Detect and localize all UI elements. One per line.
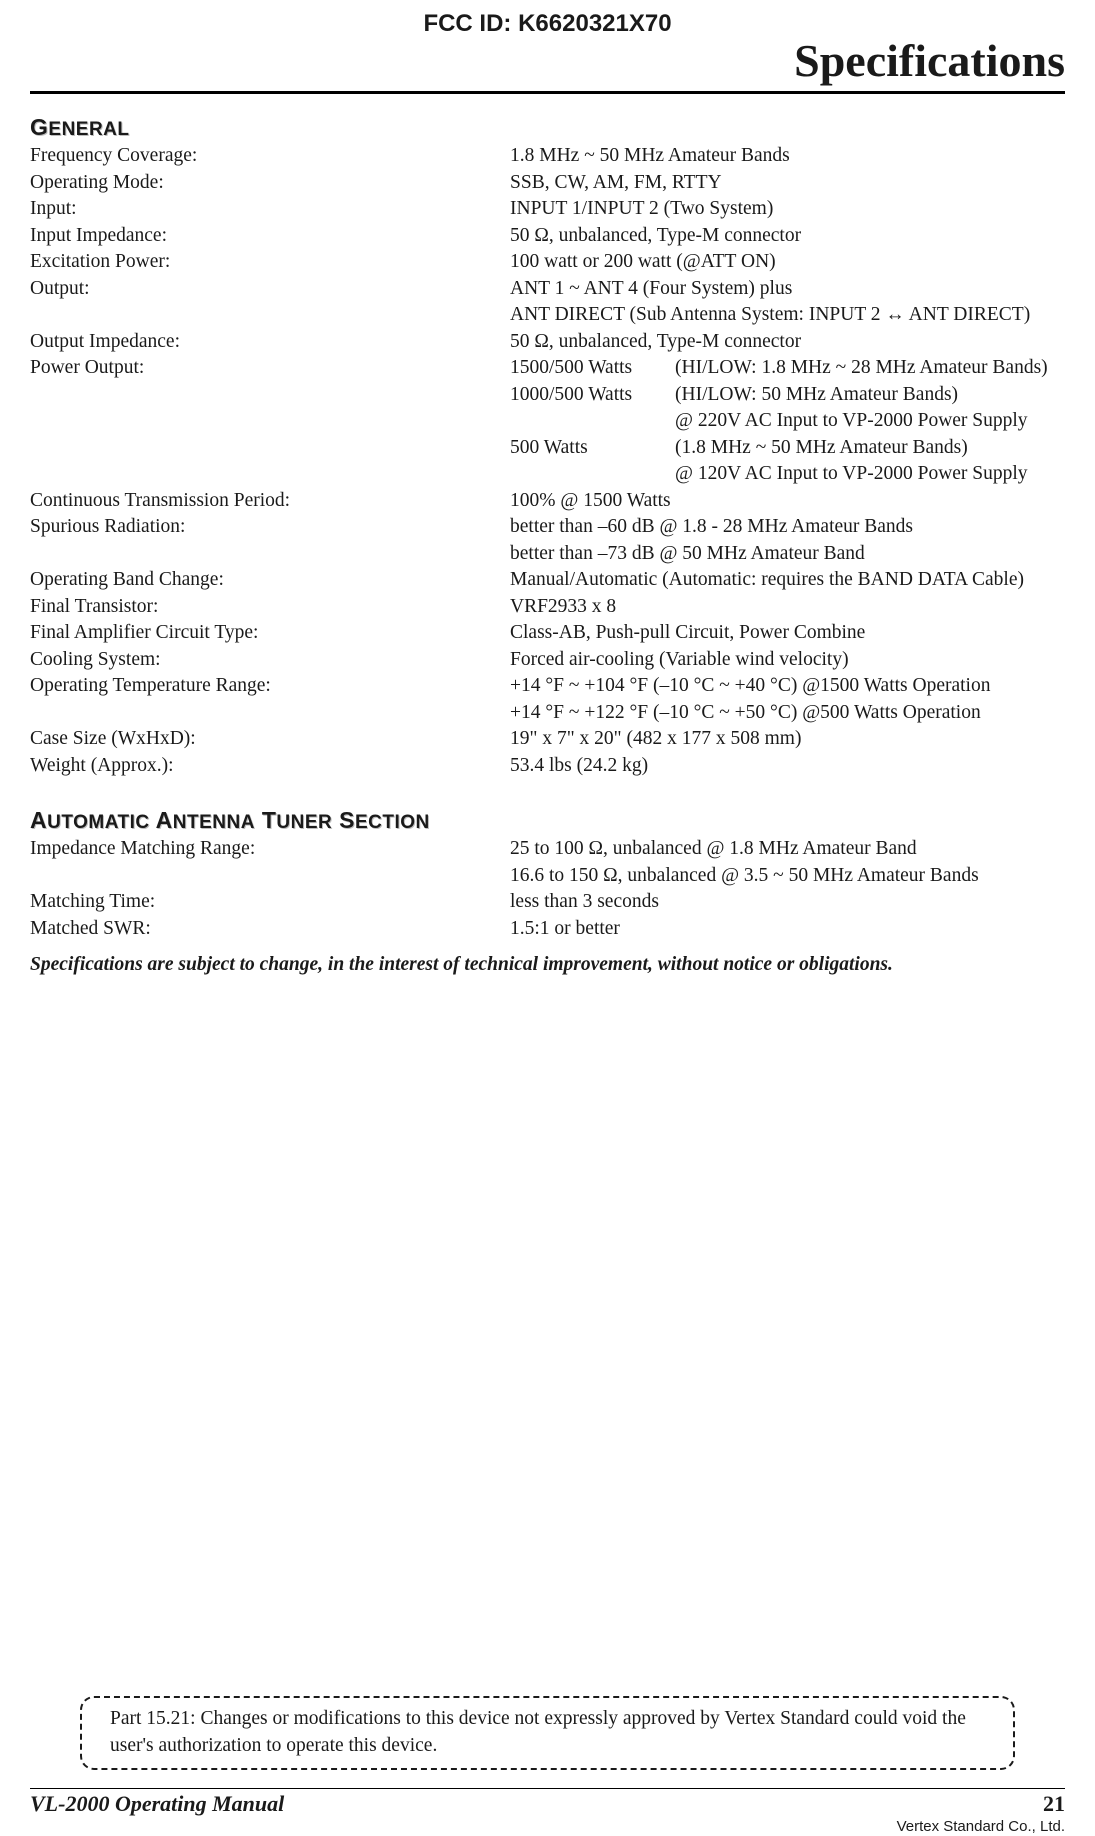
spec-row: Matching Time: less than 3 seconds — [30, 889, 1065, 916]
spec-row: Cooling System: Forced air-cooling (Vari… — [30, 647, 1065, 674]
spec-value: 50 Ω, unbalanced, Type-M connector — [510, 223, 1065, 250]
spec-row: Output: ANT 1 ~ ANT 4 (Four System) plus… — [30, 276, 1065, 329]
spec-row: Output Impedance: 50 Ω, unbalanced, Type… — [30, 329, 1065, 356]
spec-value: INPUT 1/INPUT 2 (Two System) — [510, 196, 1065, 223]
spec-value: 25 to 100 Ω, unbalanced @ 1.8 MHz Amateu… — [510, 836, 1065, 889]
spec-value-col: 500 Watts — [510, 435, 675, 462]
spec-label: Operating Band Change: — [30, 567, 510, 594]
spec-row: Operating Mode: SSB, CW, AM, FM, RTTY — [30, 170, 1065, 197]
spec-row: Input Impedance: 50 Ω, unbalanced, Type-… — [30, 223, 1065, 250]
spec-row: Excitation Power: 100 watt or 200 watt (… — [30, 249, 1065, 276]
spec-label: Impedance Matching Range: — [30, 836, 510, 889]
spec-value-col: (HI/LOW: 50 MHz Amateur Bands) — [675, 382, 1065, 409]
spec-row: Matched SWR: 1.5:1 or better — [30, 916, 1065, 943]
spec-row: Case Size (WxHxD): 19" x 7" x 20" (482 x… — [30, 726, 1065, 753]
footer-manual-title: VL-2000 Operating Manual — [30, 1791, 284, 1817]
spec-row: Power Output: 1500/500 Watts (HI/LOW: 1.… — [30, 355, 1065, 488]
page-title: Specifications — [30, 34, 1065, 87]
spec-value: 100 watt or 200 watt (@ATT ON) — [510, 249, 1065, 276]
spec-value: 100% @ 1500 Watts — [510, 488, 1065, 515]
spec-value-line: 16.6 to 150 Ω, unbalanced @ 3.5 ~ 50 MHz… — [510, 863, 1065, 890]
spec-label: Continuous Transmission Period: — [30, 488, 510, 515]
spec-label: Frequency Coverage: — [30, 143, 510, 170]
spec-label: Operating Temperature Range: — [30, 673, 510, 726]
section-heading-general: GENERAL — [30, 114, 1065, 141]
spec-row: Weight (Approx.): 53.4 lbs (24.2 kg) — [30, 753, 1065, 780]
spec-value: better than –60 dB @ 1.8 - 28 MHz Amateu… — [510, 514, 1065, 567]
disclaimer-text: Specifications are subject to change, in… — [30, 954, 1065, 976]
spec-label: Final Amplifier Circuit Type: — [30, 620, 510, 647]
spec-value-line: @ 220V AC Input to VP-2000 Power Supply — [510, 408, 1065, 435]
spec-value-line: better than –60 dB @ 1.8 - 28 MHz Amateu… — [510, 514, 1065, 541]
spec-value-col: (1.8 MHz ~ 50 MHz Amateur Bands) — [675, 435, 1065, 462]
spec-value: ANT 1 ~ ANT 4 (Four System) plus ANT DIR… — [510, 276, 1065, 329]
spec-value: +14 °F ~ +104 °F (–10 °C ~ +40 °C) @1500… — [510, 673, 1065, 726]
spec-label: Output Impedance: — [30, 329, 510, 356]
spec-label: Case Size (WxHxD): — [30, 726, 510, 753]
spec-row: Spurious Radiation: better than –60 dB @… — [30, 514, 1065, 567]
spec-label: Matched SWR: — [30, 916, 510, 943]
spec-value-line: 25 to 100 Ω, unbalanced @ 1.8 MHz Amateu… — [510, 836, 1065, 863]
spec-label: Cooling System: — [30, 647, 510, 674]
spec-row: Continuous Transmission Period: 100% @ 1… — [30, 488, 1065, 515]
spec-value-line: better than –73 dB @ 50 MHz Amateur Band — [510, 541, 1065, 568]
spec-label: Matching Time: — [30, 889, 510, 916]
spec-value: 50 Ω, unbalanced, Type-M connector — [510, 329, 1065, 356]
spec-value: 19" x 7" x 20" (482 x 177 x 508 mm) — [510, 726, 1065, 753]
spec-row: Input: INPUT 1/INPUT 2 (Two System) — [30, 196, 1065, 223]
spec-label: Spurious Radiation: — [30, 514, 510, 567]
spec-value: Class-AB, Push-pull Circuit, Power Combi… — [510, 620, 1065, 647]
spec-value: 53.4 lbs (24.2 kg) — [510, 753, 1065, 780]
page-footer: VL-2000 Operating Manual 21 Vertex Stand… — [30, 1788, 1065, 1835]
spec-value-col: (HI/LOW: 1.8 MHz ~ 28 MHz Amateur Bands) — [675, 355, 1065, 382]
spec-label: Input: — [30, 196, 510, 223]
title-rule — [30, 91, 1065, 94]
spec-label: Input Impedance: — [30, 223, 510, 250]
spec-label: Weight (Approx.): — [30, 753, 510, 780]
spec-label: Final Transistor: — [30, 594, 510, 621]
spec-value: SSB, CW, AM, FM, RTTY — [510, 170, 1065, 197]
spec-label: Operating Mode: — [30, 170, 510, 197]
spec-label: Power Output: — [30, 355, 510, 488]
spec-row: Operating Temperature Range: +14 °F ~ +1… — [30, 673, 1065, 726]
notice-container: Part 15.21: Changes or modifications to … — [30, 1696, 1065, 1770]
spec-value-line: +14 °F ~ +104 °F (–10 °C ~ +40 °C) @1500… — [510, 673, 1065, 700]
spec-row: Final Transistor: VRF2933 x 8 — [30, 594, 1065, 621]
fcc-notice-box: Part 15.21: Changes or modifications to … — [80, 1696, 1015, 1770]
spec-value-line: +14 °F ~ +122 °F (–10 °C ~ +50 °C) @500 … — [510, 700, 1065, 727]
spec-label: Output: — [30, 276, 510, 329]
spec-value: 1.5:1 or better — [510, 916, 1065, 943]
spec-value: Manual/Automatic (Automatic: requires th… — [510, 567, 1065, 594]
spec-value-line: ANT DIRECT (Sub Antenna System: INPUT 2 … — [510, 302, 1065, 329]
spec-value-col: 1000/500 Watts — [510, 382, 675, 409]
footer-right: 21 Vertex Standard Co., Ltd. — [897, 1791, 1065, 1835]
spec-row: Operating Band Change: Manual/Automatic … — [30, 567, 1065, 594]
spec-label: Excitation Power: — [30, 249, 510, 276]
page-number: 21 — [897, 1791, 1065, 1817]
spec-value: 1.8 MHz ~ 50 MHz Amateur Bands — [510, 143, 1065, 170]
spec-row: Final Amplifier Circuit Type: Class-AB, … — [30, 620, 1065, 647]
page: FCC ID: K6620321X70 Specifications GENER… — [0, 0, 1095, 1836]
spec-value-line: @ 120V AC Input to VP-2000 Power Supply — [510, 461, 1065, 488]
spec-value: 1500/500 Watts (HI/LOW: 1.8 MHz ~ 28 MHz… — [510, 355, 1065, 488]
spec-row: Impedance Matching Range: 25 to 100 Ω, u… — [30, 836, 1065, 889]
footer-company: Vertex Standard Co., Ltd. — [897, 1818, 1065, 1836]
spec-value: less than 3 seconds — [510, 889, 1065, 916]
spec-value: VRF2933 x 8 — [510, 594, 1065, 621]
spec-value-line: ANT 1 ~ ANT 4 (Four System) plus — [510, 276, 1065, 303]
spec-value: Forced air-cooling (Variable wind veloci… — [510, 647, 1065, 674]
spec-value-col: 1500/500 Watts — [510, 355, 675, 382]
spec-row: Frequency Coverage: 1.8 MHz ~ 50 MHz Ama… — [30, 143, 1065, 170]
section-heading-tuner: AUTOMATIC ANTENNA TUNER SECTION — [30, 807, 1065, 834]
